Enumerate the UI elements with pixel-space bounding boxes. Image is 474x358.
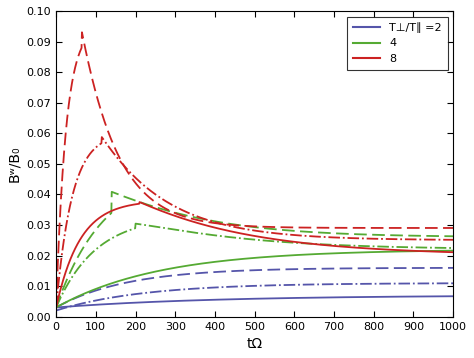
X-axis label: tΩ: tΩ	[246, 337, 263, 351]
Y-axis label: Bʷ/B₀: Bʷ/B₀	[7, 146, 21, 182]
Legend: T⊥/T∥ =2, 4, 8: T⊥/T∥ =2, 4, 8	[347, 16, 447, 69]
